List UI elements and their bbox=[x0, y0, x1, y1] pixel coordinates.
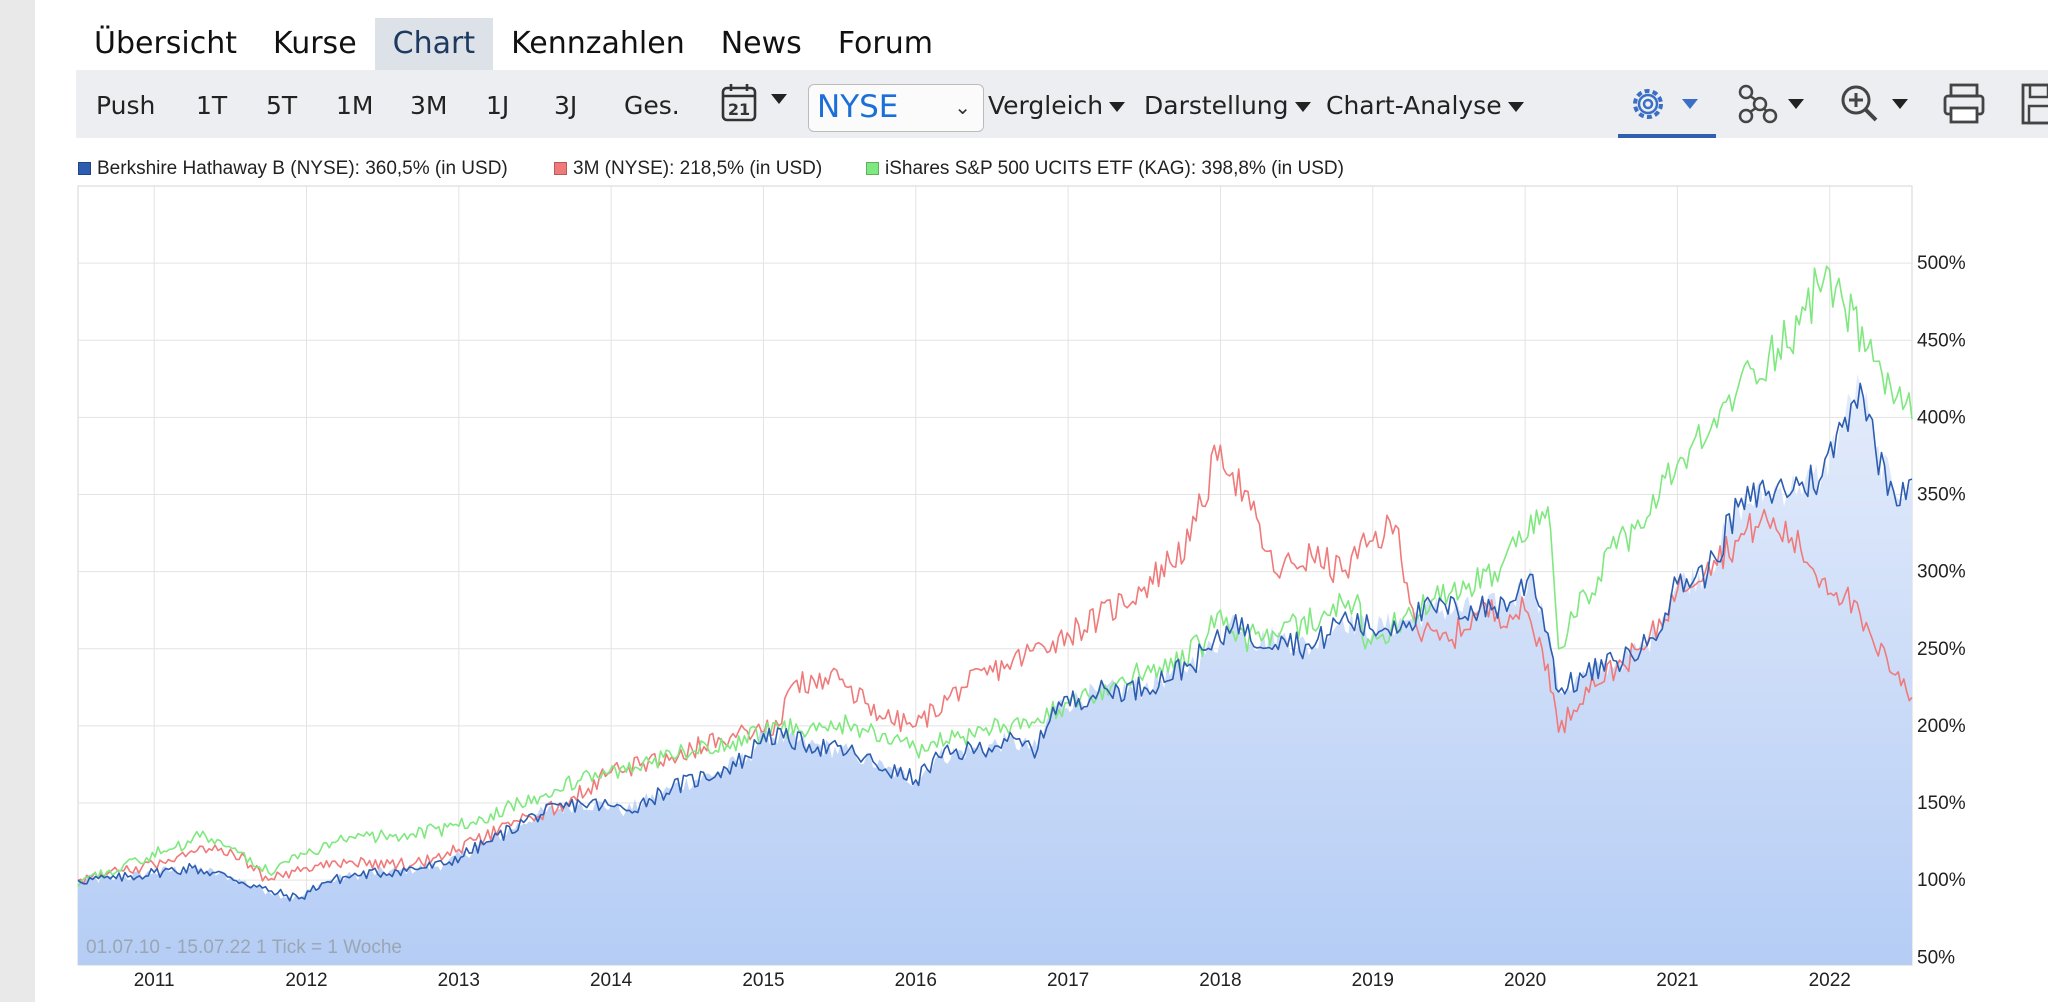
chart-axes: 500% 450% 400% 350% 300% 250% 200% 150% 100% 50% 2… bbox=[134, 253, 1966, 991]
x-tick-label: 2022 bbox=[1809, 970, 1851, 991]
chart-lines bbox=[77, 265, 1913, 902]
tab-kennzahlen[interactable]: Kennzahlen bbox=[511, 26, 685, 61]
y-tick-label: 250% bbox=[1917, 639, 1966, 660]
x-tick-label: 2019 bbox=[1352, 970, 1394, 991]
legend-item-berkshire[interactable]: Berkshire Hathaway B (NYSE): 360,5% (in … bbox=[78, 158, 508, 180]
x-tick-label: 2011 bbox=[134, 970, 175, 991]
y-tick-label: 150% bbox=[1917, 793, 1966, 814]
series-line-2[interactable] bbox=[77, 265, 1913, 887]
tab-forum[interactable]: Forum bbox=[837, 26, 933, 61]
range-1t-button[interactable]: 1T bbox=[196, 91, 228, 120]
exchange-select-value: NYSE bbox=[817, 89, 899, 125]
x-tick-label: 2017 bbox=[1047, 970, 1089, 991]
caret-down-icon bbox=[1294, 102, 1311, 112]
tab-uebersicht[interactable]: Übersicht bbox=[94, 26, 238, 61]
save-icon bbox=[2021, 83, 2048, 125]
y-tick-label: 300% bbox=[1917, 562, 1966, 583]
series-area-0 bbox=[78, 374, 1912, 965]
chart-analyse-label: Chart-Analyse bbox=[1326, 91, 1502, 120]
y-tick-label: 500% bbox=[1917, 253, 1966, 274]
x-tick-label: 2020 bbox=[1504, 970, 1546, 991]
darstellung-label: Darstellung bbox=[1144, 91, 1289, 120]
tab-kurse[interactable]: Kurse bbox=[273, 26, 357, 61]
x-tick-label: 2016 bbox=[895, 970, 937, 991]
indicators-dropdown[interactable] bbox=[1734, 82, 1814, 126]
legend-swatch bbox=[866, 162, 879, 175]
left-gutter bbox=[0, 0, 35, 1002]
print-button[interactable] bbox=[1942, 82, 1992, 126]
zoom-dropdown[interactable] bbox=[1838, 82, 1918, 126]
caret-down-icon bbox=[1109, 102, 1126, 112]
network-icon bbox=[1738, 84, 1804, 124]
range-ges-button[interactable]: Ges. bbox=[624, 91, 680, 120]
chevron-down-icon: ⌄ bbox=[954, 97, 971, 119]
legend-swatch bbox=[554, 162, 567, 175]
range-3j-button[interactable]: 3J bbox=[554, 91, 578, 120]
x-tick-label: 2015 bbox=[742, 970, 784, 991]
vergleich-menu[interactable]: Vergleich bbox=[988, 70, 1126, 138]
exchange-select[interactable]: NYSE ⌄ bbox=[808, 84, 984, 132]
legend-item-ishares[interactable]: iShares S&P 500 UCITS ETF (KAG): 398,8% … bbox=[866, 158, 1344, 180]
save-dropdown[interactable] bbox=[2020, 82, 2048, 126]
active-underline bbox=[1618, 134, 1716, 138]
x-tick-label: 2012 bbox=[285, 970, 327, 991]
legend-swatch bbox=[78, 162, 91, 175]
tab-news[interactable]: News bbox=[720, 26, 802, 61]
range-3m-button[interactable]: 3M bbox=[410, 91, 448, 120]
range-push-button[interactable]: Push bbox=[96, 91, 156, 120]
y-tick-label: 100% bbox=[1917, 870, 1966, 891]
zoom-in-icon bbox=[1841, 85, 1908, 122]
range-1j-button[interactable]: 1J bbox=[486, 91, 510, 120]
x-tick-label: 2014 bbox=[590, 970, 633, 991]
caret-down-icon bbox=[1507, 102, 1524, 112]
x-tick-label: 2018 bbox=[1199, 970, 1241, 991]
legend-label: Berkshire Hathaway B (NYSE): 360,5% (in … bbox=[97, 158, 508, 179]
calendar-dropdown[interactable]: 21 bbox=[721, 82, 791, 126]
svg-text:21: 21 bbox=[728, 100, 750, 119]
calendar-icon: 21 bbox=[721, 84, 787, 122]
y-tick-label: 50% bbox=[1917, 947, 1955, 968]
settings-dropdown[interactable] bbox=[1628, 82, 1708, 126]
legend-item-3m[interactable]: 3M (NYSE): 218,5% (in USD) bbox=[554, 158, 822, 180]
x-tick-label: 2021 bbox=[1656, 970, 1698, 991]
print-icon bbox=[1943, 83, 1985, 124]
legend-label: 3M (NYSE): 218,5% (in USD) bbox=[573, 158, 823, 179]
gear-icon bbox=[1633, 89, 1698, 119]
range-5t-button[interactable]: 5T bbox=[266, 91, 298, 120]
legend-label: iShares S&P 500 UCITS ETF (KAG): 398,8% … bbox=[885, 158, 1344, 179]
range-1m-button[interactable]: 1M bbox=[336, 91, 374, 120]
chart-area-layer bbox=[78, 374, 1912, 965]
chart-toolbar: Push 1T 5T 1M 3M 1J 3J Ges. 21 NYSE ⌄ Ve… bbox=[76, 70, 2048, 138]
darstellung-menu[interactable]: Darstellung bbox=[1144, 70, 1311, 138]
y-tick-label: 450% bbox=[1917, 330, 1966, 351]
x-tick-label: 2013 bbox=[438, 970, 480, 991]
y-tick-label: 350% bbox=[1917, 485, 1966, 506]
y-tick-label: 400% bbox=[1917, 407, 1966, 428]
series-line-1[interactable] bbox=[77, 444, 1913, 885]
chart-analyse-menu[interactable]: Chart-Analyse bbox=[1326, 70, 1524, 138]
chart-footnote: 01.07.10 - 15.07.22 1 Tick = 1 Woche bbox=[86, 937, 402, 958]
vergleich-label: Vergleich bbox=[988, 91, 1104, 120]
series-line-0[interactable] bbox=[77, 382, 1913, 902]
y-tick-label: 200% bbox=[1917, 716, 1966, 737]
